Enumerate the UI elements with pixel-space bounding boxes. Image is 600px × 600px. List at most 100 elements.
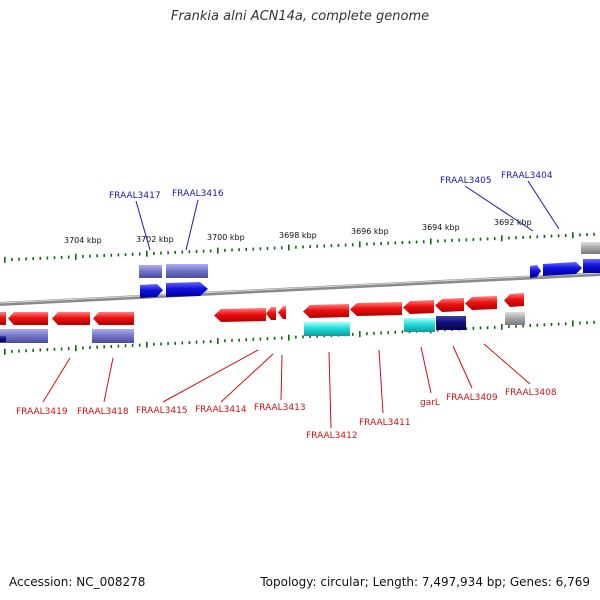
gene-label[interactable]: FRAAL3411 (359, 418, 411, 428)
gene-feature[interactable] (278, 306, 286, 319)
minor-tick (39, 256, 42, 260)
major-tick (146, 341, 148, 348)
gene-feature[interactable] (140, 284, 163, 298)
minor-tick (373, 242, 375, 246)
minor-tick (202, 340, 205, 344)
gene-feature[interactable] (350, 302, 402, 316)
minor-tick (195, 250, 198, 253)
minor-tick (508, 325, 510, 329)
minor-tick (557, 234, 560, 238)
gene-feature[interactable] (505, 312, 525, 325)
minor-tick (160, 342, 162, 346)
gene-feature[interactable] (266, 307, 276, 320)
gene-feature[interactable] (504, 293, 524, 307)
minor-tick (295, 245, 297, 249)
gene-feature[interactable] (530, 265, 541, 278)
gene-feature[interactable] (166, 282, 208, 297)
gene-label[interactable]: FRAAL3404 (501, 171, 553, 181)
minor-tick (195, 340, 198, 344)
minor-tick (224, 248, 226, 252)
minor-tick (238, 338, 240, 342)
minor-tick (586, 233, 588, 237)
minor-tick (515, 324, 517, 328)
minor-tick (224, 339, 226, 343)
gene-feature[interactable] (403, 300, 434, 314)
gene-feature[interactable] (8, 312, 48, 325)
minor-tick (32, 348, 34, 352)
gene-label[interactable]: FRAAL3418 (77, 407, 129, 417)
major-tick (572, 232, 574, 239)
gene-feature[interactable] (303, 304, 349, 318)
minor-tick (351, 332, 354, 336)
gene-feature[interactable] (52, 312, 90, 325)
gene-feature[interactable] (583, 259, 600, 273)
minor-tick (67, 255, 70, 259)
minor-tick (323, 244, 326, 248)
major-tick (4, 348, 6, 355)
minor-tick (422, 240, 425, 244)
gene-label[interactable]: FRAAL3416 (172, 189, 224, 199)
minor-tick (508, 236, 510, 240)
minor-tick (46, 256, 49, 260)
gene-label[interactable]: FRAAL3405 (440, 176, 492, 186)
minor-tick (316, 244, 318, 248)
minor-tick (280, 336, 283, 340)
minor-tick (245, 247, 247, 251)
gene-feature[interactable] (436, 316, 466, 330)
gene-label[interactable]: FRAAL3413 (254, 403, 306, 413)
minor-tick (103, 345, 105, 349)
gene-feature[interactable] (0, 312, 6, 325)
genome-backbone (0, 272, 600, 306)
gene-label[interactable]: FRAAL3414 (195, 405, 247, 415)
gene-label[interactable]: garL (420, 398, 440, 408)
minor-tick (259, 337, 262, 341)
minor-tick (458, 238, 460, 242)
minor-tick (380, 331, 382, 335)
gene-feature[interactable] (465, 296, 497, 310)
minor-tick (401, 330, 404, 334)
gene-feature[interactable] (404, 318, 435, 332)
gene-feature[interactable] (435, 298, 464, 312)
gene-label[interactable]: FRAAL3417 (109, 191, 161, 201)
gene-feature[interactable] (0, 336, 6, 342)
minor-tick (550, 234, 553, 238)
gene-feature[interactable] (304, 322, 350, 336)
minor-tick (344, 243, 347, 247)
scale-label: 3698 kbp (279, 231, 317, 240)
minor-tick (437, 239, 439, 243)
minor-tick (53, 347, 56, 351)
minor-tick (366, 332, 368, 336)
scale-label: 3702 kbp (136, 235, 174, 244)
minor-tick (309, 335, 311, 338)
minor-tick (550, 323, 553, 326)
minor-tick (96, 254, 98, 258)
gene-feature[interactable] (166, 264, 208, 278)
gene-label[interactable]: FRAAL3408 (505, 388, 557, 398)
gene-label[interactable]: FRAAL3415 (136, 406, 188, 416)
minor-tick (493, 237, 496, 241)
gene-feature[interactable] (93, 312, 134, 325)
scale-label: 3694 kbp (422, 223, 460, 232)
gene-label[interactable]: FRAAL3419 (16, 407, 68, 417)
minor-tick (181, 341, 184, 345)
minor-tick (415, 240, 418, 244)
gene-feature[interactable] (0, 329, 48, 343)
minor-tick (174, 250, 176, 254)
gene-feature[interactable] (543, 262, 582, 276)
gene-label[interactable]: FRAAL3412 (306, 431, 358, 441)
minor-tick (60, 255, 63, 259)
minor-tick (103, 254, 105, 257)
scale-ticks-top (4, 232, 595, 263)
genome-backbone-highlight (0, 272, 600, 304)
gene-feature[interactable] (92, 329, 134, 343)
minor-tick (11, 258, 13, 261)
gene-feature[interactable] (214, 308, 266, 322)
gene-feature[interactable] (581, 242, 600, 254)
minor-tick (188, 341, 191, 345)
gene-feature[interactable] (139, 265, 162, 278)
gene-label[interactable]: FRAAL3409 (446, 393, 498, 403)
minor-tick (543, 234, 546, 238)
major-tick (4, 256, 6, 263)
major-tick (75, 345, 77, 352)
minor-tick (408, 240, 411, 244)
